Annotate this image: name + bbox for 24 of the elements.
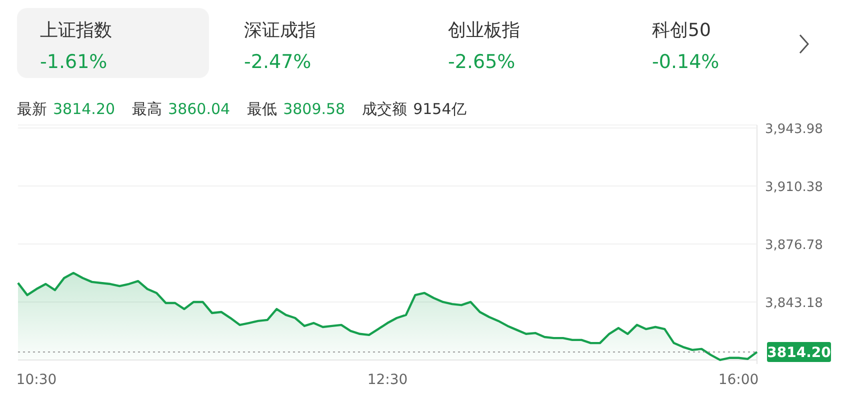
text: 最低: [247, 100, 278, 118]
text: 3809.58: [283, 100, 346, 118]
ref-line-label: 3814.20: [767, 345, 832, 362]
x-tick-label: 12:30: [367, 372, 408, 388]
text: -2.47%: [244, 51, 312, 73]
x-tick-label: 10:30: [16, 372, 57, 388]
text: -1.61%: [40, 51, 108, 73]
text: 深证成指: [244, 20, 316, 41]
text: 3814.20: [53, 100, 116, 118]
text: -2.65%: [448, 51, 516, 73]
text: 最高: [132, 100, 162, 118]
y-tick-label: 3,943.98: [765, 122, 823, 137]
text: 科创50: [652, 20, 711, 41]
y-tick-label: 3,843.18: [765, 296, 823, 311]
text: 9154亿: [413, 100, 466, 118]
text: 创业板指: [448, 20, 520, 41]
y-tick-label: 3,910.38: [765, 180, 823, 195]
text: -0.14%: [652, 51, 720, 73]
text: 上证指数: [40, 20, 112, 41]
y-tick-label: 3,876.78: [765, 238, 823, 253]
text: 3860.04: [168, 100, 230, 118]
x-tick-label: 16:00: [718, 372, 759, 388]
text: 最新: [17, 100, 47, 118]
text: 成交额: [362, 100, 408, 118]
